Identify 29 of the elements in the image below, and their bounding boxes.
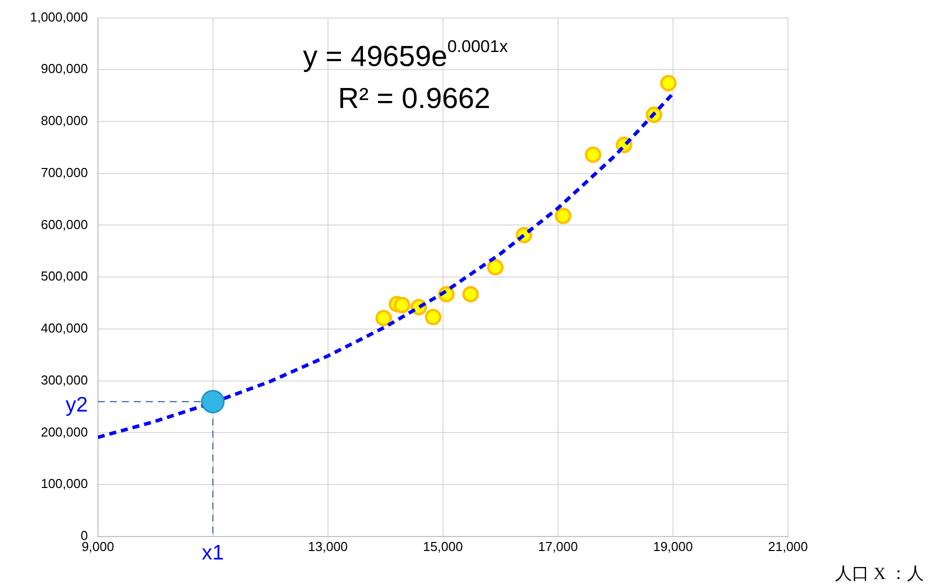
point	[554, 208, 572, 224]
y-tick-label: 900,000	[40, 61, 88, 76]
point	[424, 308, 442, 326]
point	[462, 286, 479, 302]
y-tick-label: 600,000	[40, 216, 88, 232]
point	[487, 258, 504, 276]
y-tick-label: 500,000	[40, 268, 88, 284]
x-axis-title: 人口 X ：人	[835, 564, 924, 583]
point	[660, 74, 677, 92]
y-tick-label: 800,000	[40, 113, 88, 128]
y-tick-label: 100,000	[40, 476, 88, 492]
y-tick-label: 400,000	[40, 320, 88, 336]
annotation: y2	[66, 393, 88, 416]
y-tick-label: 300,000	[40, 372, 88, 388]
point	[375, 310, 392, 326]
x-tick-label: 21,000	[768, 538, 808, 554]
point	[394, 296, 410, 314]
y-tick-label: 0	[80, 528, 88, 543]
y-tick-label: 700,000	[40, 164, 88, 180]
x-tick-label: 19,000	[653, 538, 693, 554]
point	[584, 146, 602, 163]
y-tick-label: 200,000	[40, 424, 88, 440]
x-tick-label: 13,000	[308, 538, 348, 554]
x-tick-label: 15,000	[423, 538, 463, 554]
annotation: R² = 0.9662	[338, 83, 490, 115]
x-tick-label: 17,000	[538, 538, 578, 554]
point	[201, 390, 225, 414]
annotation: x1	[202, 542, 224, 565]
y-tick-label: 1,000,000	[30, 9, 88, 24]
